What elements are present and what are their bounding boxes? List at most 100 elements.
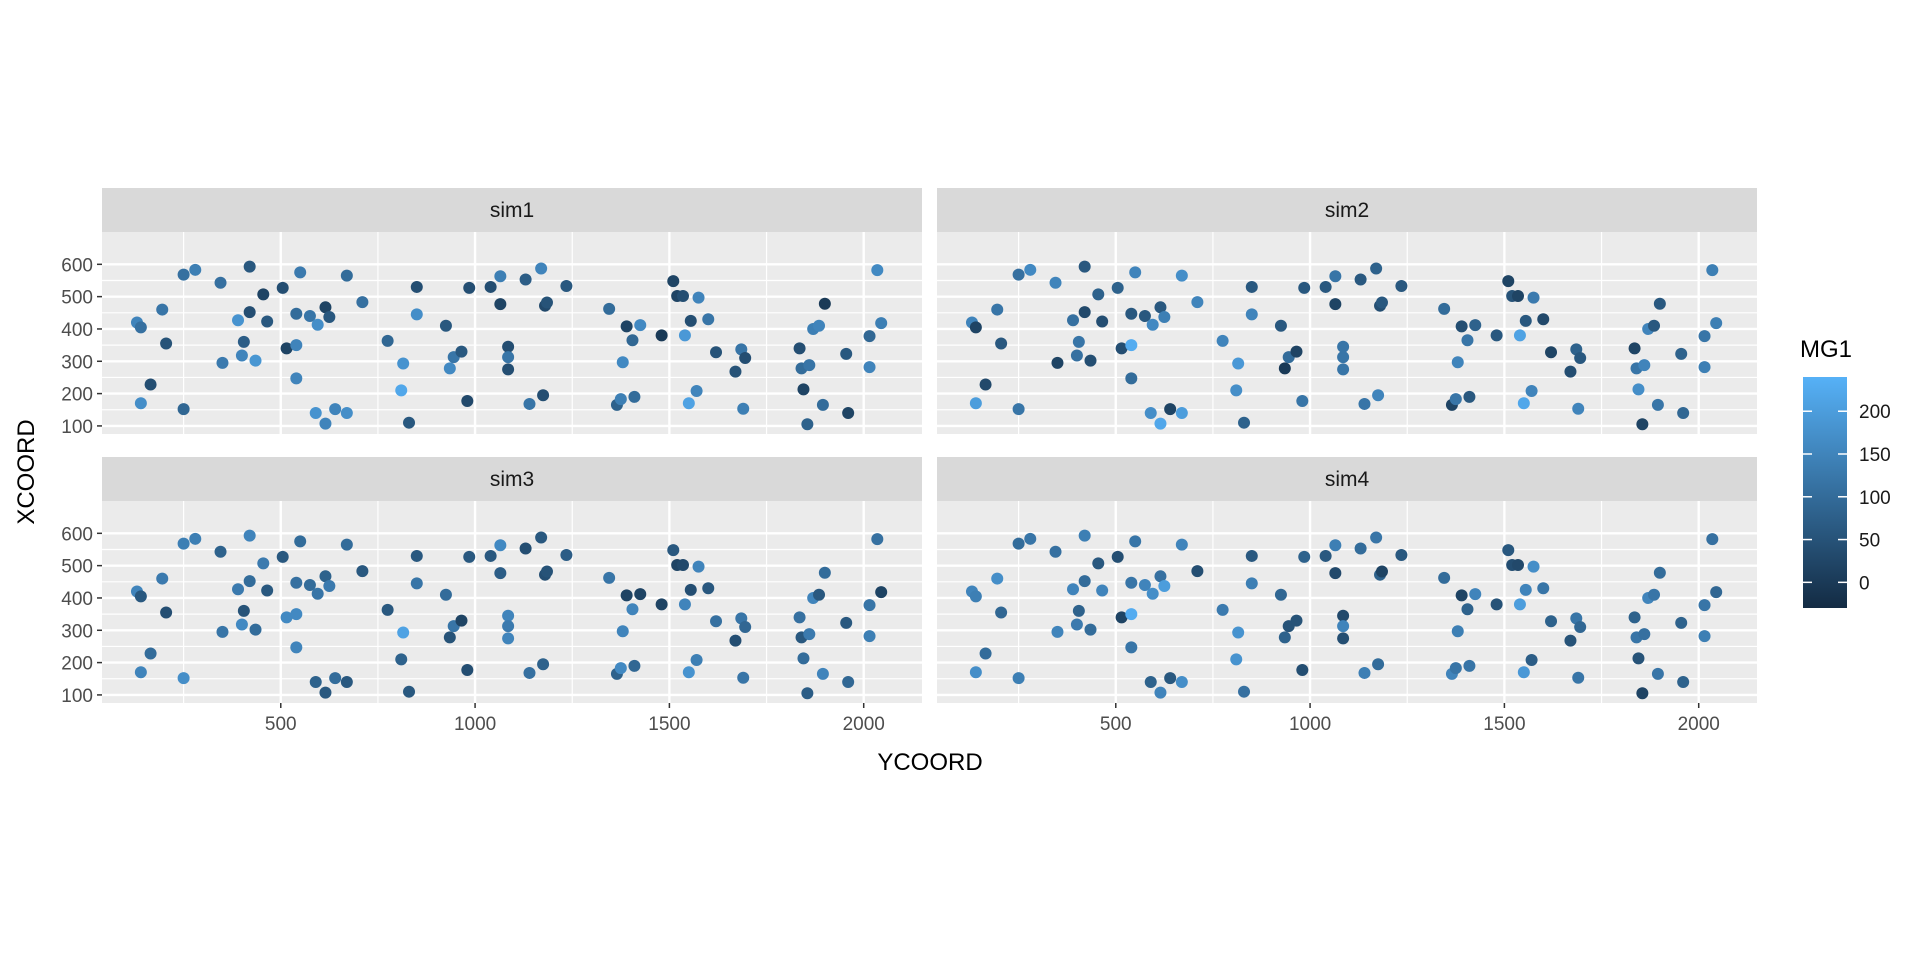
x-tick-label: 1000 [454,714,496,735]
data-point [863,330,876,343]
data-point [1461,603,1474,616]
data-point [502,609,515,622]
data-point [455,614,468,627]
data-point [494,567,507,580]
x-tick-label: 1500 [1483,714,1525,735]
y-tick-label: 100 [61,686,93,707]
data-point [455,345,468,358]
data-point [1290,345,1303,358]
data-point [813,319,826,332]
data-point [1438,571,1451,584]
y-tick-label: 300 [61,621,93,642]
data-point [216,625,229,638]
data-point [323,580,336,593]
data-point [156,303,169,316]
data-point [1706,264,1719,277]
data-point [1638,628,1651,641]
panel-background [937,501,1757,703]
data-point [1651,667,1664,680]
data-point [1354,273,1367,286]
data-point [1154,570,1167,583]
data-point [1078,529,1091,542]
data-point [616,625,629,638]
data-point [1096,315,1109,328]
data-point [676,558,689,571]
data-point [1438,302,1451,315]
data-point [684,314,697,327]
data-point [1146,587,1159,600]
data-point [1358,397,1371,410]
panel-background [102,232,922,434]
data-point [1158,311,1171,324]
data-point [1049,545,1062,558]
data-point [863,599,876,612]
data-point [797,383,810,396]
y-tick-label: 500 [61,288,93,309]
x-tick-label: 500 [1100,714,1132,735]
data-point [560,279,573,292]
data-point [692,560,705,573]
data-point [1451,625,1464,638]
data-point [634,588,647,601]
data-point [803,359,816,372]
data-point [276,550,289,563]
data-point [1230,384,1243,397]
data-point [655,329,668,342]
data-point [502,363,515,376]
data-point [1375,565,1388,578]
data-point [626,334,639,347]
data-point [682,397,695,410]
data-point [381,334,394,347]
data-point [237,335,250,348]
data-point [1115,342,1128,355]
data-point [1024,532,1037,545]
facet-strip [102,188,922,232]
data-point [979,378,992,391]
data-point [461,395,474,408]
data-point [243,306,256,319]
data-point [319,570,332,583]
data-point [537,658,550,671]
y-tick-label: 600 [61,524,93,545]
data-point [1072,604,1085,617]
data-point [214,276,227,289]
data-point [1564,365,1577,378]
legend-title: MG1 [1800,336,1852,363]
data-point [1092,557,1105,570]
data-point [1710,586,1723,599]
data-point [995,337,1008,350]
data-point [1372,389,1385,402]
data-point [519,542,532,555]
data-point [463,281,476,294]
data-point [1175,538,1188,551]
data-point [1511,289,1524,302]
data-point [1084,354,1097,367]
data-point [702,582,715,595]
data-point [1070,618,1083,631]
data-point [537,389,550,402]
data-point [290,608,303,621]
legend-color-bar [1803,377,1847,608]
data-point [1490,329,1503,342]
data-point [1245,549,1258,562]
data-point [1469,588,1482,601]
data-point [214,545,227,558]
data-point [840,616,853,629]
facet-strip-label: sim1 [490,199,534,222]
data-point [969,666,982,679]
data-point [494,539,507,552]
data-point [1329,298,1342,311]
legend-tick-label: 0 [1859,573,1870,594]
data-point [1574,621,1587,634]
data-point [1051,625,1064,638]
data-point [875,317,888,330]
data-point [1653,297,1666,310]
data-point [840,347,853,360]
data-point [290,307,303,320]
facet-strip-label: sim4 [1325,468,1370,491]
data-point [134,321,147,334]
data-point [1628,611,1641,624]
data-point [243,260,256,273]
data-point [737,671,750,684]
data-point [502,351,515,364]
